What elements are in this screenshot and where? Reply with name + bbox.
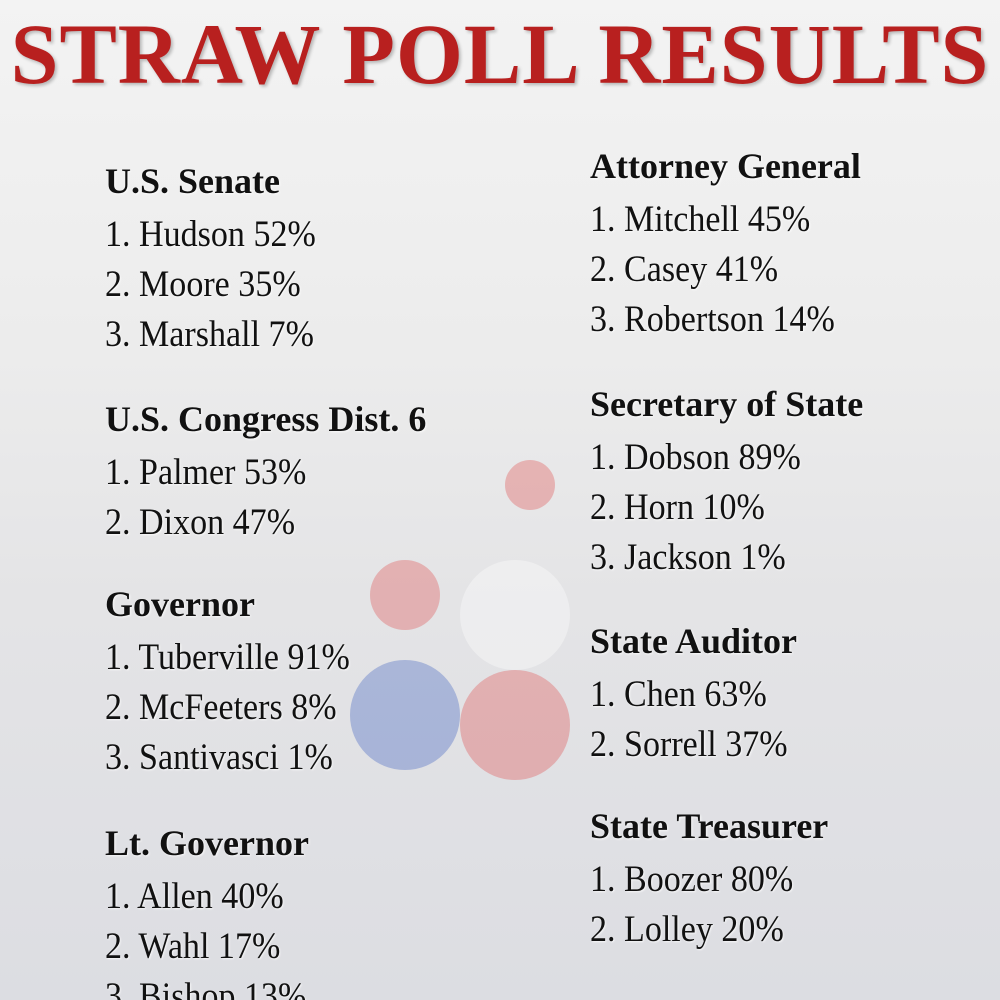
result-line: 2. McFeeters 8% — [105, 687, 337, 728]
result-line: 2. Casey 41% — [590, 249, 779, 290]
office-heading: Secretary of State — [590, 384, 864, 424]
result-line: 2. Moore 35% — [105, 264, 301, 305]
balloon — [505, 460, 555, 510]
office-heading: U.S. Senate — [105, 161, 281, 201]
race: State Treasurer 1. Boozer 80% 2. Lolley 20… — [590, 805, 828, 955]
race: Attorney General 1. Mitchell 45% 2. Casey … — [590, 145, 861, 345]
balloon — [460, 560, 570, 670]
result-line: 2. Dixon 47% — [105, 502, 296, 543]
office-heading: Lt. Governor — [105, 823, 309, 863]
result-line: 1. Hudson 52% — [105, 214, 316, 255]
office-heading: Governor — [105, 584, 255, 624]
result-line: 1. Dobson 89% — [590, 437, 801, 478]
result-line: 1. Mitchell 45% — [590, 199, 811, 240]
result-line: 1. Tuberville 91% — [105, 637, 350, 678]
balloon — [350, 660, 460, 770]
result-line: 3. Bishop 13% — [105, 976, 307, 1000]
result-line: 3. Jackson 1% — [590, 537, 786, 578]
race: State Auditor 1. Chen 63% 2. Sorrell 37% — [590, 620, 805, 770]
race: U.S. Congress Dist. 6 1. Palmer 53% 2. Dix… — [105, 398, 426, 548]
race: Secretary of State 1. Dobson 89% 2. Horn 1… — [590, 383, 863, 583]
balloon — [460, 670, 570, 780]
result-line: 3. Santivasci 1% — [105, 737, 333, 778]
result-line: 2. Horn 10% — [590, 487, 765, 528]
result-line: 1. Palmer 53% — [105, 452, 307, 493]
balloon — [370, 560, 440, 630]
result-line: 2. Sorrell 37% — [590, 724, 788, 765]
office-heading: U.S. Congress Dist. 6 — [105, 399, 427, 439]
result-line: 1. Allen 40% — [105, 876, 284, 917]
office-heading: State Auditor — [590, 621, 797, 661]
result-line: 3. Marshall 7% — [105, 314, 314, 355]
result-line: 2. Lolley 20% — [590, 909, 784, 950]
office-heading: State Treasurer — [590, 806, 829, 846]
race: Lt. Governor 1. Allen 40% 2. Wahl 17% 3. Bi… — [105, 822, 324, 1000]
result-line: 1. Boozer 80% — [590, 859, 794, 900]
poster-title: STRAW POLL RESULTS — [10, 6, 990, 102]
office-heading: Attorney General — [590, 146, 861, 186]
result-line: 1. Chen 63% — [590, 674, 767, 715]
race: Governor 1. Tuberville 91% 2. McFeeters 8%… — [105, 583, 371, 783]
result-line: 3. Robertson 14% — [590, 299, 835, 340]
race: U.S. Senate 1. Hudson 52% 2. Moore 35% 3. M… — [105, 160, 334, 360]
result-line: 2. Wahl 17% — [105, 926, 281, 967]
